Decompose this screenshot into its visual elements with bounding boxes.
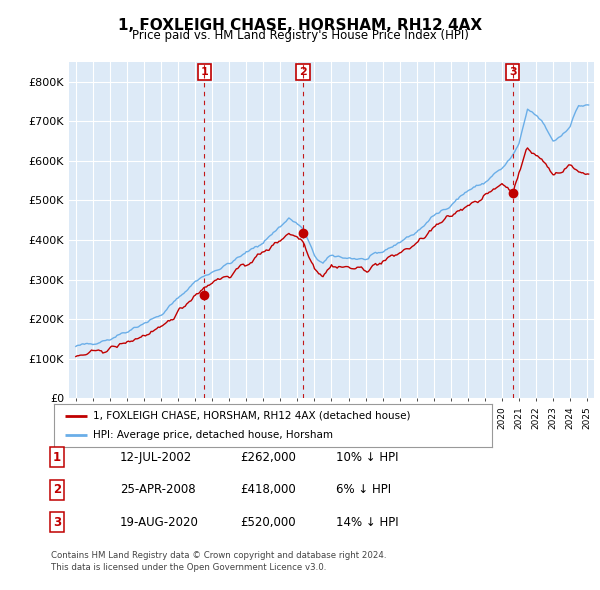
Text: 2: 2 — [53, 483, 61, 496]
Text: 12-JUL-2002: 12-JUL-2002 — [120, 451, 192, 464]
Text: Price paid vs. HM Land Registry's House Price Index (HPI): Price paid vs. HM Land Registry's House … — [131, 30, 469, 42]
Text: £520,000: £520,000 — [240, 516, 296, 529]
Text: 10% ↓ HPI: 10% ↓ HPI — [336, 451, 398, 464]
Text: 2: 2 — [299, 67, 307, 77]
Text: 19-AUG-2020: 19-AUG-2020 — [120, 516, 199, 529]
Text: 25-APR-2008: 25-APR-2008 — [120, 483, 196, 496]
Text: 1, FOXLEIGH CHASE, HORSHAM, RH12 4AX: 1, FOXLEIGH CHASE, HORSHAM, RH12 4AX — [118, 18, 482, 32]
Text: 3: 3 — [509, 67, 517, 77]
Text: 1: 1 — [53, 451, 61, 464]
Text: HPI: Average price, detached house, Horsham: HPI: Average price, detached house, Hors… — [94, 430, 334, 440]
Text: 3: 3 — [53, 516, 61, 529]
Text: This data is licensed under the Open Government Licence v3.0.: This data is licensed under the Open Gov… — [51, 563, 326, 572]
Text: 6% ↓ HPI: 6% ↓ HPI — [336, 483, 391, 496]
Text: 1: 1 — [200, 67, 208, 77]
Text: 14% ↓ HPI: 14% ↓ HPI — [336, 516, 398, 529]
Text: £418,000: £418,000 — [240, 483, 296, 496]
Text: Contains HM Land Registry data © Crown copyright and database right 2024.: Contains HM Land Registry data © Crown c… — [51, 552, 386, 560]
Text: 1, FOXLEIGH CHASE, HORSHAM, RH12 4AX (detached house): 1, FOXLEIGH CHASE, HORSHAM, RH12 4AX (de… — [94, 411, 411, 421]
Text: £262,000: £262,000 — [240, 451, 296, 464]
